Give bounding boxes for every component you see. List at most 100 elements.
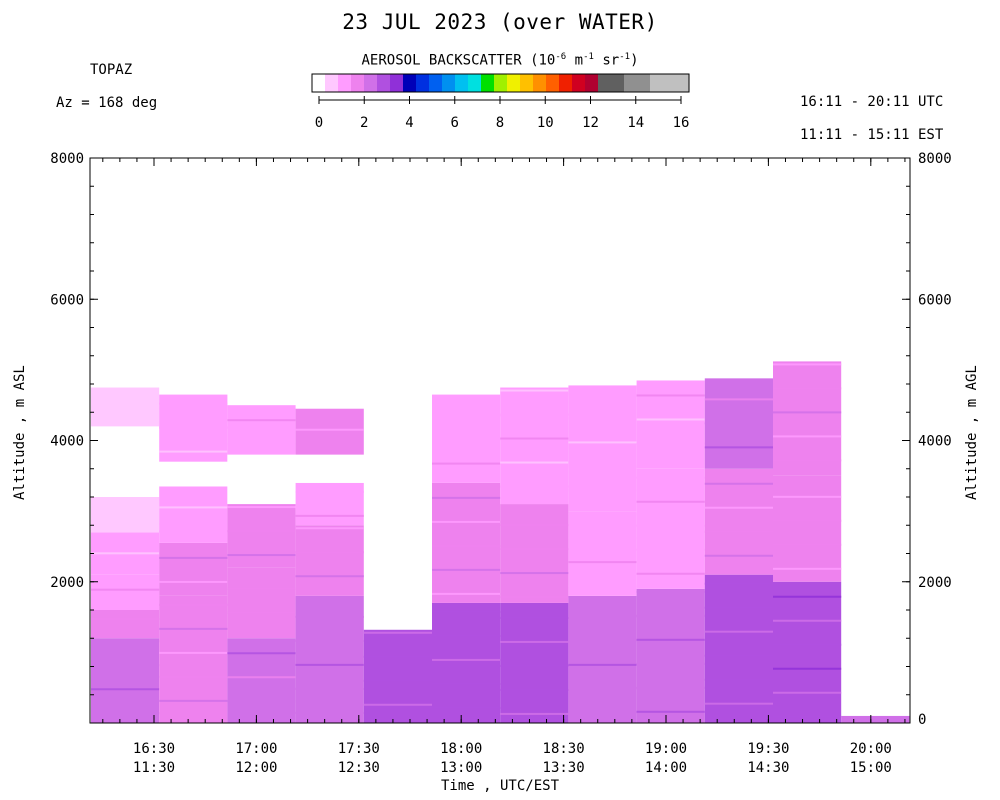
heatmap-stripe: [159, 627, 228, 630]
heatmap-cell: [91, 479, 160, 497]
time-range-est: 11:11 - 15:11 EST: [800, 127, 944, 143]
heatmap-stripe: [432, 634, 501, 637]
heatmap-stripe: [704, 446, 773, 449]
heatmap-cell: [159, 595, 228, 723]
heatmap-cell: [295, 454, 364, 483]
colorbar-title-prefix: AEROSOL BACKSCATTER (10: [361, 52, 556, 69]
heatmap-stripe: [500, 485, 569, 488]
heatmap-stripe: [773, 715, 842, 718]
x-tick-label-est: 14:30: [747, 760, 789, 776]
x-axis-label: Time , UTC/EST: [440, 778, 560, 794]
colorbar-swatch: [416, 74, 430, 92]
heatmap-stripe: [500, 548, 569, 551]
heatmap-stripe: [773, 387, 842, 390]
colorbar-swatch: [585, 74, 599, 92]
heatmap-column: [704, 378, 773, 723]
colorbar-tick-label: 0: [315, 115, 323, 131]
heatmap-stripe: [773, 619, 842, 622]
heatmap-stripe: [500, 524, 569, 527]
colorbar-swatch: [624, 74, 638, 92]
colorbar-exp-2: -1: [583, 52, 594, 62]
heatmap-stripe: [91, 664, 160, 667]
colorbar-title-mid2: sr: [593, 52, 620, 69]
x-tick-label-est: 11:30: [133, 760, 175, 776]
heatmap-stripe: [704, 654, 773, 657]
heatmap-column: [841, 715, 910, 723]
heatmap-stripe: [773, 363, 842, 366]
heatmap-cell: [227, 638, 296, 723]
x-tick-label-utc: 16:30: [133, 741, 175, 757]
heatmap-stripe: [568, 513, 637, 516]
heatmap-cell: [227, 405, 296, 455]
heatmap-column: [227, 405, 296, 723]
chart-title: 23 JUL 2023 (over WATER): [342, 10, 658, 34]
heatmap-cell: [636, 588, 705, 723]
heatmap-stripe: [773, 567, 842, 570]
heatmap-stripe: [773, 435, 842, 438]
heatmap-stripe: [773, 459, 842, 462]
heatmap-stripe: [704, 606, 773, 609]
heatmap-stripe: [91, 407, 160, 410]
colorbar-swatch: [325, 74, 339, 92]
heatmap-stripe: [773, 691, 842, 694]
colorbar-swatch: [442, 74, 456, 92]
heatmap-stripe: [500, 461, 569, 464]
heatmap-stripe: [500, 437, 569, 440]
heatmap-column: [432, 394, 501, 723]
heatmap-cell: [773, 475, 842, 582]
heatmap-stripe: [295, 639, 364, 642]
heatmap-stripe: [363, 679, 432, 682]
heatmap-stripe: [636, 442, 705, 445]
heatmap-stripe: [91, 552, 160, 555]
heatmap-cell: [773, 581, 842, 723]
heatmap-stripe: [773, 495, 842, 498]
colorbar-swatch: [351, 74, 365, 92]
heatmap-stripe: [500, 596, 569, 599]
heatmap-stripe: [295, 687, 364, 690]
colorbar-swatch: [611, 74, 625, 92]
heatmap-stripe: [227, 611, 296, 614]
heatmap-stripe: [568, 615, 637, 618]
y-tick-label-right: 0: [918, 712, 926, 728]
heatmap-cell: [295, 482, 364, 526]
colorbar-tick-label: 6: [451, 115, 459, 131]
x-tick-label-utc: 19:00: [645, 741, 687, 757]
colorbar-exp-1: -6: [555, 52, 567, 62]
heatmap-stripe: [773, 411, 842, 414]
heatmap-stripe: [159, 675, 228, 678]
heatmap-cell: [159, 461, 228, 487]
heatmap-stripe: [568, 561, 637, 564]
heatmap-stripe: [568, 417, 637, 420]
heatmap-stripe: [568, 639, 637, 642]
colorbar-tick-label: 2: [360, 115, 368, 131]
colorbar-tick-label: 10: [537, 115, 554, 131]
colorbar-swatch: [338, 74, 352, 92]
heatmap-cell: [91, 426, 160, 480]
heatmap-stripe: [636, 394, 705, 397]
heatmap-stripe: [432, 496, 501, 499]
colorbar-tick-label: 16: [673, 115, 690, 131]
heatmap-cell: [636, 380, 705, 469]
heatmap-stripe: [159, 651, 228, 654]
x-tick-label-est: 13:30: [543, 760, 585, 776]
heatmap-cell: [91, 610, 160, 639]
heatmap-stripe: [568, 663, 637, 666]
heatmap-cell: [227, 504, 296, 568]
heatmap-stripe: [227, 419, 296, 422]
colorbar-swatch: [403, 74, 417, 92]
heatmap-stripe: [704, 630, 773, 633]
heatmap-stripe: [159, 580, 228, 583]
colorbar-swatch: [494, 74, 508, 92]
colorbar-swatch: [507, 74, 521, 92]
heatmap-stripe: [432, 462, 501, 465]
heatmap-cell: [91, 497, 160, 533]
heatmap-cell: [500, 387, 569, 505]
colorbar-swatch: [364, 74, 378, 92]
time-range-utc: 16:11 - 20:11 UTC: [800, 94, 944, 110]
heatmap-stripe: [91, 499, 160, 501]
heatmap-stripe: [432, 438, 501, 441]
colorbar-swatch: [546, 74, 560, 92]
heatmap-stripe: [636, 524, 705, 527]
heatmap-cell: [91, 638, 160, 723]
heatmap-stripe: [432, 544, 501, 547]
